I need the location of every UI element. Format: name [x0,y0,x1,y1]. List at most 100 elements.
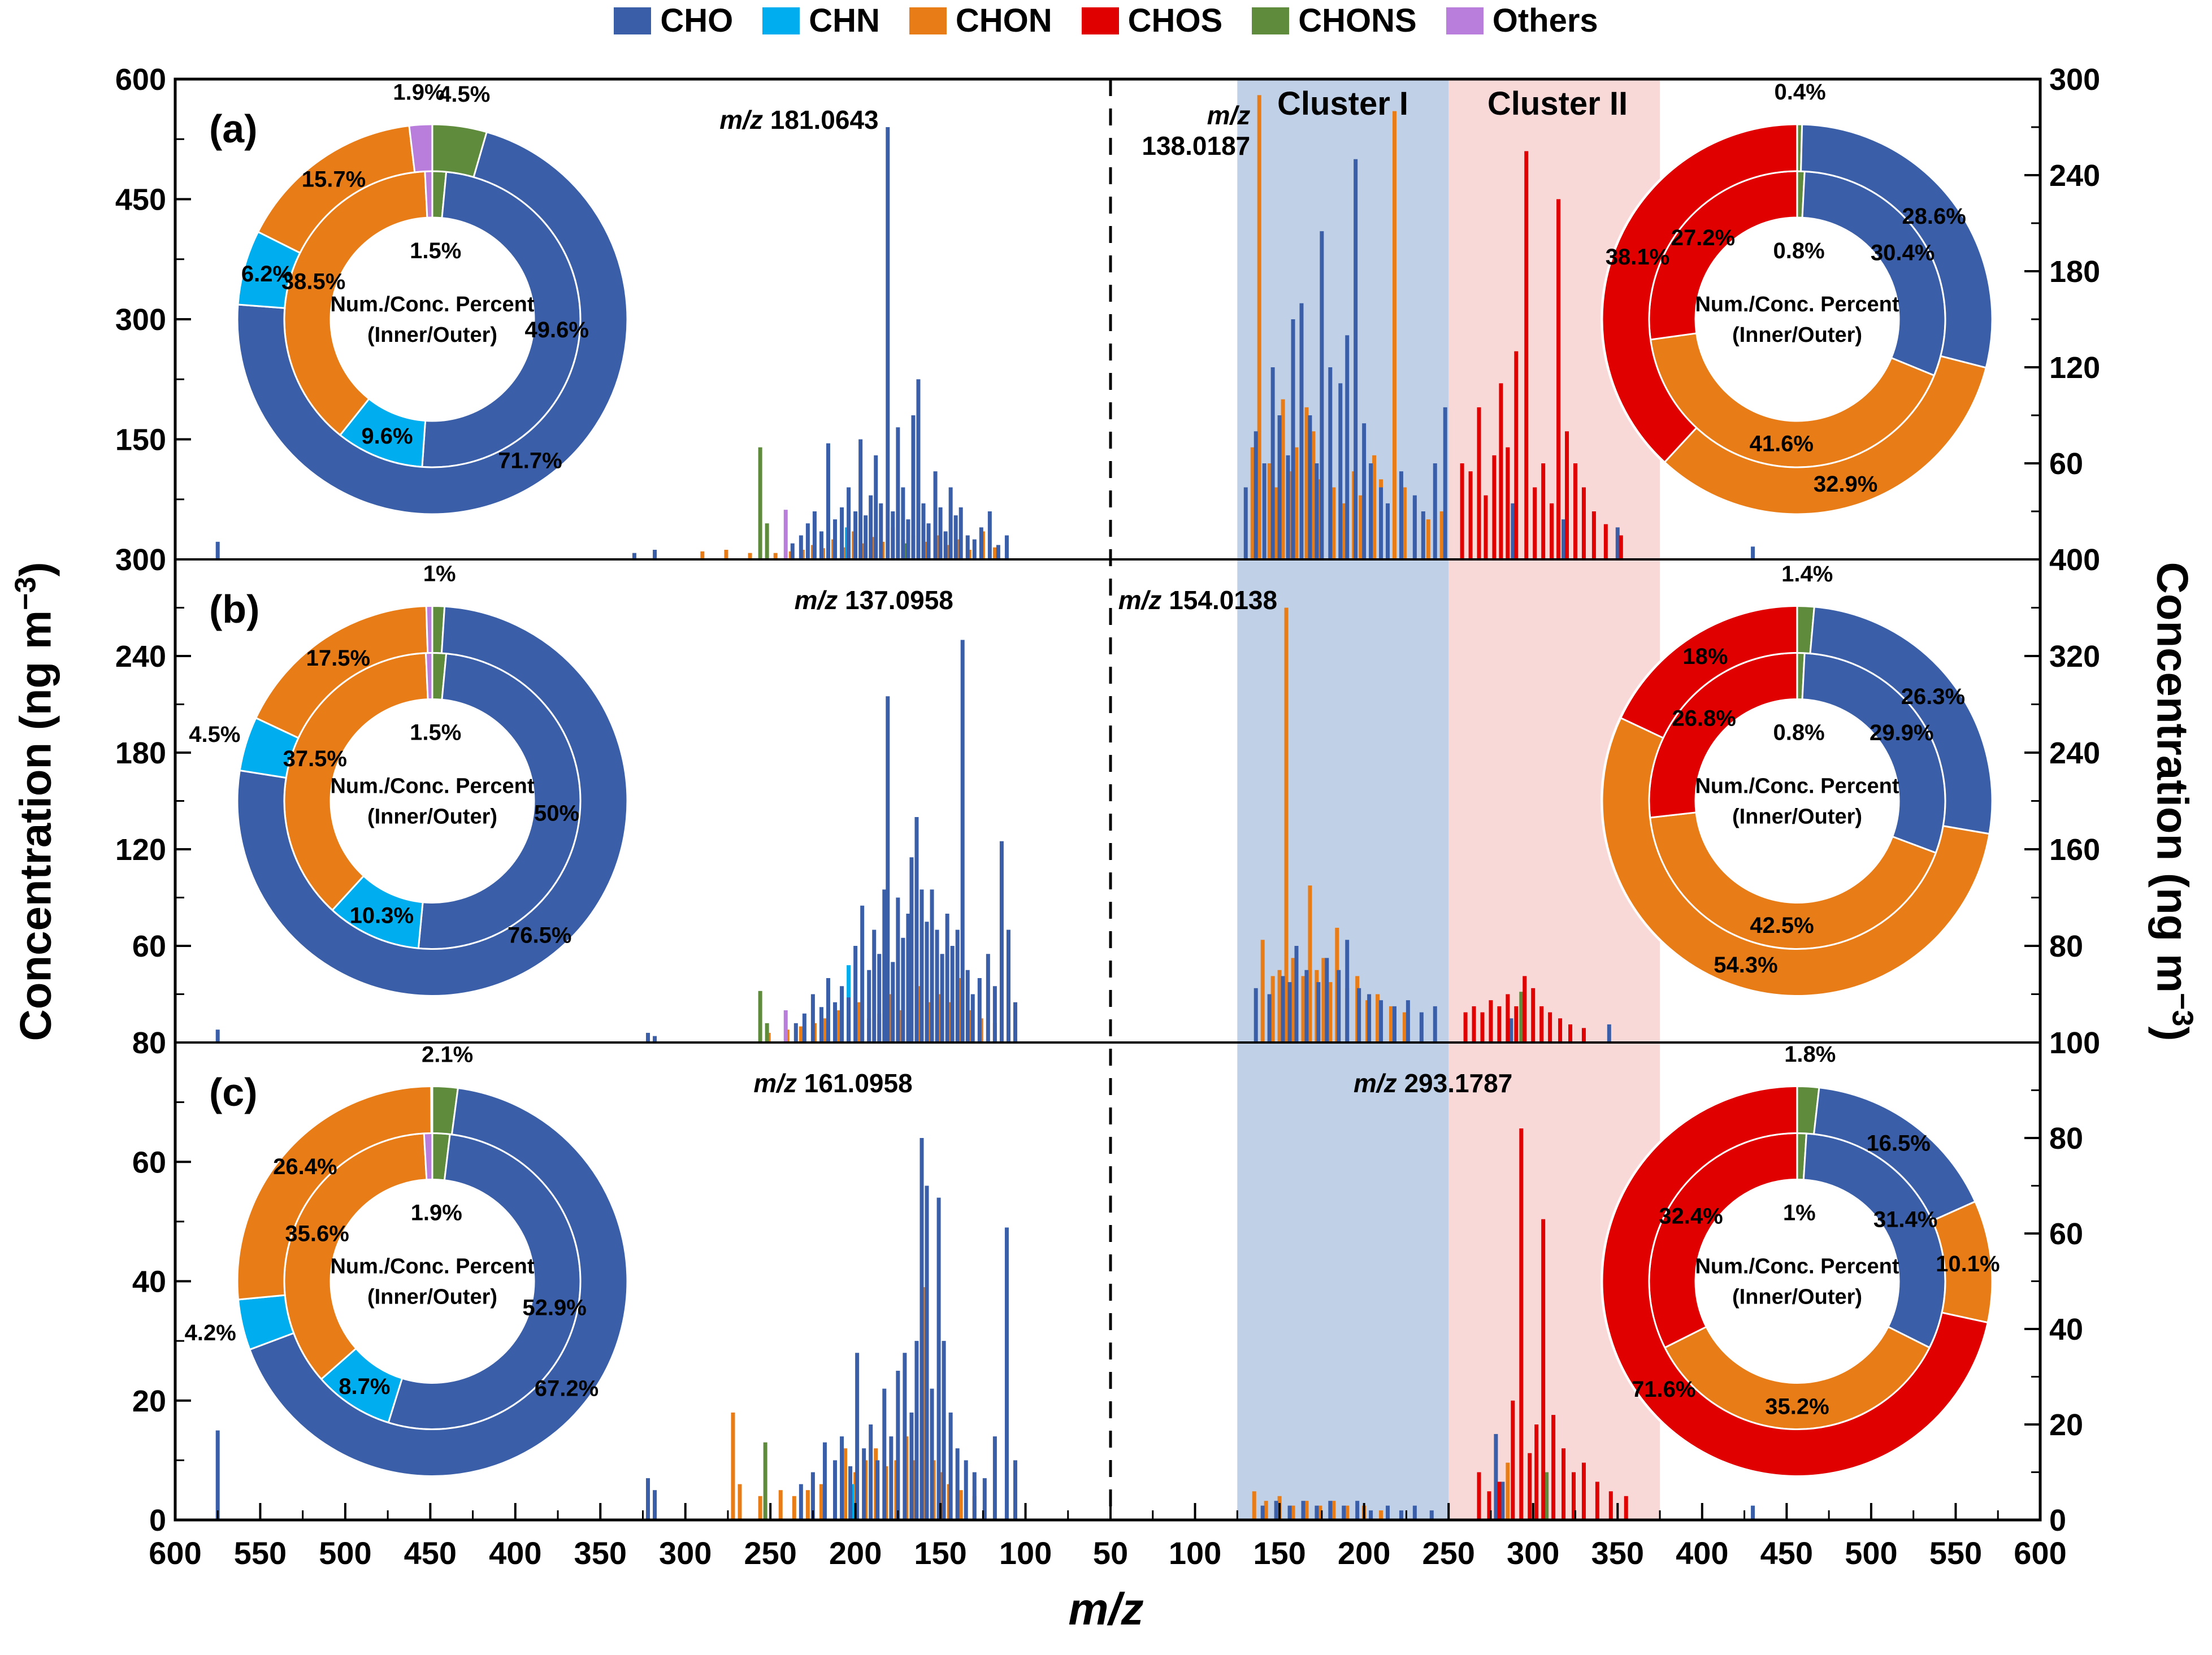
donut-percent-label: 17.5% [306,646,370,671]
spectrum-peak [916,379,921,559]
spectrum-peak [882,1388,887,1520]
cluster-one-label: Cluster I [1277,85,1409,122]
right-tick-label: 80 [2049,929,2083,963]
spectrum-peak [1541,463,1546,559]
donut-percent-label: 71.6% [1632,1377,1695,1402]
spectrum-peak [1534,1424,1539,1520]
legend-label: CHO [660,2,734,39]
spectrum-peak [948,1412,953,1520]
spectrum-peak [1402,487,1407,559]
spectrum-peak [1443,407,1447,559]
spectrum-peak [1301,1501,1305,1520]
donut-percent-label: 1.8% [1784,1042,1836,1067]
spectrum-peak [783,510,788,559]
left-tick-label: 300 [115,543,166,577]
spectrum-peak [1595,1482,1599,1520]
spectrum-peak [833,519,838,559]
spectrum-peak [891,962,895,1042]
spectrum-peak [1308,885,1312,1042]
donut-outer-segment-chon [1663,355,1987,515]
spectrum-peak [1511,1400,1515,1520]
spectrum-peak [646,1032,650,1042]
spectrum-peak [1511,503,1515,559]
spectrum-peak [855,1353,860,1520]
spectrum-peak [1399,471,1403,559]
spectrum-peak [1603,524,1608,559]
spectrum-peak [1372,455,1377,559]
spectrum-peak [1556,199,1561,559]
spectrum-peak [1497,1482,1502,1520]
spectrum-peak [1386,1505,1390,1520]
donut-percent-label: 26.4% [273,1154,337,1179]
spectrum-peak [1402,1012,1407,1042]
donut-outer-segment-others [408,123,433,173]
spectrum-peak [765,523,769,559]
spectrum-peak [1541,1219,1546,1520]
donut-percent-label: 9.6% [361,424,413,449]
spectrum-peak [942,1341,946,1520]
spectrum-peak [1492,455,1497,559]
right-axis-title: Concentration (ng m−3) [2147,81,2200,1522]
donut-percent-label: 31.4% [1873,1207,1937,1232]
spectrum-peak [765,1023,769,1042]
spectrum-peak [1331,1501,1336,1520]
spectrum-peak [1318,1505,1322,1520]
donut-percent-label: 10.3% [350,903,414,928]
spectrum-peak [857,1002,861,1042]
donut-inner-segment-others [424,651,433,701]
x-tick-label: 250 [1422,1535,1474,1571]
spectrum-peak [1389,1006,1393,1042]
spectrum-peak [864,515,868,559]
donut-percent-label: 1.4% [1781,562,1833,587]
donut-percent-label: 1.9% [411,1201,462,1226]
spectrum-peak [799,1026,803,1042]
legend-label: CHOS [1127,2,1223,39]
spectrum-peak [896,427,900,559]
spectrum-peak [1433,1006,1437,1042]
cluster-one-region [1237,79,1449,1520]
left-tick-label: 60 [132,929,166,963]
donut-outer-segment-cho [236,605,628,997]
spectrum-peak [930,1388,934,1520]
spectrum-peak [1412,495,1417,559]
chons-swatch-icon [1252,7,1290,34]
spectrum-peak [1545,1472,1549,1520]
spectrum-peak [840,986,844,1042]
spectrum-peak [1524,151,1529,559]
spectrum-peak [977,978,982,1042]
spectrum-peak [1591,511,1596,559]
spectrum-peak [840,507,844,559]
spectrum-peak [911,415,916,559]
left-axis-title-text: Concentration (ng m [10,610,60,1041]
spectrum-peak [1468,471,1473,559]
spectrum-peak [1328,367,1333,559]
spectrum-peak [653,1036,657,1042]
spectrum-peak [1439,511,1444,559]
spectrum-peak [999,841,1004,1042]
panel-label: (b) [209,587,259,631]
donut-percent-label: 52.9% [522,1296,586,1320]
spectrum-peak [1369,463,1373,559]
x-tick-label: 200 [829,1535,882,1571]
donut-outer-segment-chos [1601,1085,1989,1477]
donut-center-text: (Inner/Outer) [1732,323,1862,347]
spectrum-peak [992,1436,997,1520]
spectrum-peak [953,515,958,559]
donut-percent-label: 4.2% [185,1320,236,1345]
donut-percent-label: 41.6% [1750,431,1814,456]
donut-percent-label: 2.1% [422,1042,473,1067]
donut-percent-label: 28.6% [1902,204,1966,229]
right-axis-title-text: Concentration (ng m [2148,562,2198,993]
spectrum-peak [848,1466,853,1520]
spectrum-peak [836,1010,841,1042]
spectrum-peak [925,922,929,1042]
chos-swatch-icon [1081,7,1119,34]
donut-percent-label: 35.2% [1765,1395,1829,1419]
others-swatch-icon [1446,7,1484,34]
spectrum-peak [1345,940,1350,1042]
spectrum-peak [1519,992,1524,1042]
spectrum-peak [1294,946,1299,1042]
spectrum-peak [1369,1510,1373,1520]
spectrum-peak [1257,95,1261,560]
spectrum-peak [1568,1024,1573,1042]
